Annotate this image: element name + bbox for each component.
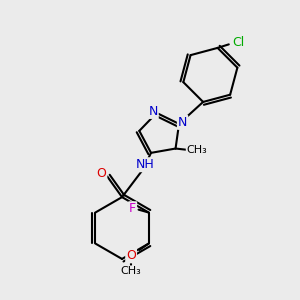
Text: CH₃: CH₃ bbox=[120, 266, 141, 277]
Text: Cl: Cl bbox=[233, 36, 245, 49]
Text: N: N bbox=[178, 116, 187, 129]
Text: N: N bbox=[148, 105, 158, 118]
Text: NH: NH bbox=[136, 158, 155, 171]
Text: CH₃: CH₃ bbox=[187, 145, 207, 155]
Text: O: O bbox=[126, 249, 136, 262]
Text: F: F bbox=[129, 202, 136, 215]
Text: O: O bbox=[97, 167, 106, 180]
